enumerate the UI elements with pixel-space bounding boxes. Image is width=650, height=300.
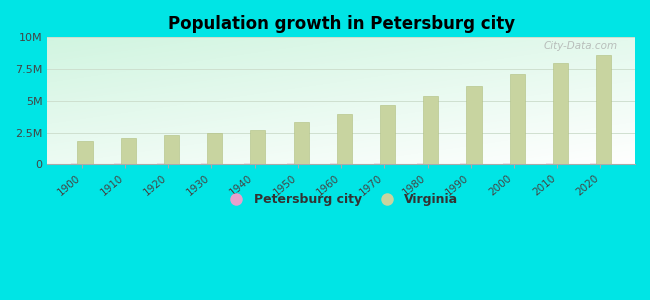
Bar <box>337 114 352 164</box>
Title: Population growth in Petersburg city: Population growth in Petersburg city <box>168 15 515 33</box>
Bar <box>553 63 568 164</box>
Bar <box>207 134 222 164</box>
Bar <box>164 135 179 164</box>
Bar <box>467 86 482 164</box>
Bar <box>423 96 438 164</box>
Legend: Petersburg city, Virginia: Petersburg city, Virginia <box>219 188 463 211</box>
Bar <box>510 74 525 164</box>
Bar <box>77 141 92 164</box>
Bar <box>294 122 309 164</box>
Bar <box>596 55 611 164</box>
Bar <box>380 105 395 164</box>
Bar <box>121 138 136 164</box>
Text: City-Data.com: City-Data.com <box>543 41 618 51</box>
Bar <box>250 130 265 164</box>
